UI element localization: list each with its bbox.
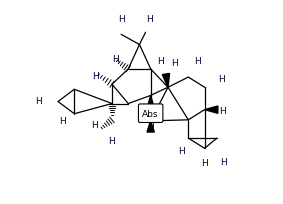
Text: H: H	[112, 55, 118, 64]
Text: H: H	[59, 117, 65, 126]
Text: H: H	[201, 158, 208, 167]
Text: H: H	[218, 74, 225, 83]
Polygon shape	[147, 121, 154, 132]
Polygon shape	[205, 106, 218, 114]
Text: H: H	[91, 121, 98, 130]
Polygon shape	[147, 96, 154, 109]
Polygon shape	[162, 74, 170, 88]
Text: H: H	[109, 136, 115, 145]
Text: H: H	[157, 57, 164, 66]
Text: H: H	[118, 14, 125, 23]
Text: H: H	[171, 59, 177, 68]
Text: Abs: Abs	[142, 109, 159, 118]
Text: H: H	[219, 107, 226, 116]
Text: H: H	[92, 71, 99, 80]
Text: H: H	[194, 57, 201, 66]
Text: H: H	[146, 14, 153, 23]
Text: H: H	[147, 122, 154, 131]
Text: H: H	[178, 146, 185, 155]
Text: H: H	[220, 157, 227, 166]
Text: H: H	[35, 97, 42, 106]
FancyBboxPatch shape	[138, 104, 163, 123]
